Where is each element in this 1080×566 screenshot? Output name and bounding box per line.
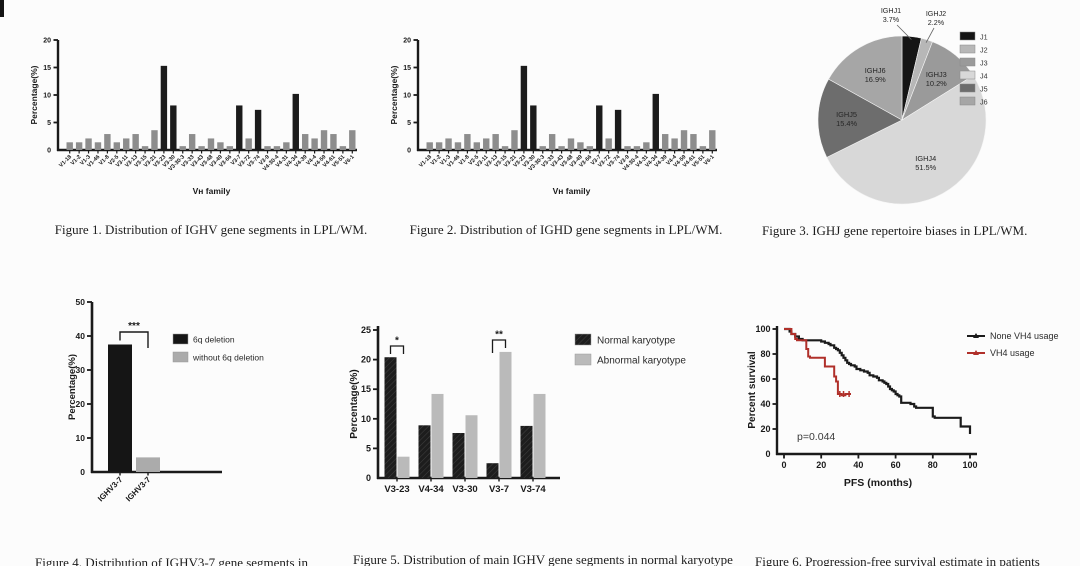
figure-2-caption: Figure 2. Distribution of IGHD gene segm… bbox=[409, 222, 723, 237]
svg-text:20: 20 bbox=[816, 460, 826, 470]
svg-text:PFS (months): PFS (months) bbox=[844, 477, 912, 489]
figure-4-caption-line1: Figure 4. Distribution of IGHV3-7 gene s… bbox=[35, 555, 308, 566]
svg-text:40: 40 bbox=[76, 331, 86, 341]
svg-text:IGHJ4: IGHJ4 bbox=[915, 154, 936, 163]
svg-text:**: ** bbox=[495, 330, 503, 341]
svg-text:J5: J5 bbox=[980, 85, 988, 94]
svg-text:40: 40 bbox=[853, 460, 863, 470]
svg-text:10: 10 bbox=[361, 414, 371, 424]
svg-text:20: 20 bbox=[43, 38, 51, 45]
svg-text:Vʜ family: Vʜ family bbox=[193, 186, 231, 196]
svg-text:50: 50 bbox=[76, 297, 86, 307]
svg-text:IGHJ1: IGHJ1 bbox=[881, 6, 901, 15]
svg-text:0: 0 bbox=[407, 148, 411, 155]
svg-text:60: 60 bbox=[891, 460, 901, 470]
svg-text:15: 15 bbox=[403, 65, 411, 72]
svg-text:*: * bbox=[395, 336, 399, 347]
svg-text:5: 5 bbox=[366, 443, 371, 453]
figure-1-caption: Figure 1. Distribution of IGHV gene segm… bbox=[54, 222, 368, 237]
svg-text:J4: J4 bbox=[980, 72, 988, 81]
svg-text:2.2%: 2.2% bbox=[928, 18, 945, 27]
svg-text:60: 60 bbox=[760, 374, 770, 384]
svg-text:V3-7: V3-7 bbox=[489, 484, 509, 495]
svg-text:15.4%: 15.4% bbox=[836, 119, 857, 128]
svg-text:IGHJ2: IGHJ2 bbox=[926, 9, 946, 18]
svg-text:30: 30 bbox=[76, 365, 86, 375]
svg-text:without 6q deletion: without 6q deletion bbox=[192, 353, 264, 363]
svg-text:20: 20 bbox=[361, 355, 371, 365]
svg-text:J2: J2 bbox=[980, 46, 988, 55]
svg-text:10.2%: 10.2% bbox=[926, 79, 947, 88]
svg-text:Vʜ family: Vʜ family bbox=[553, 186, 591, 196]
svg-text:0: 0 bbox=[765, 449, 770, 459]
figure-2-chart: 05101520V1-18V1-2V1-3V1-46V1-8V2-5V3-11V… bbox=[389, 38, 717, 196]
svg-text:VH4 usage: VH4 usage bbox=[990, 348, 1035, 358]
figure-3-caption: Figure 3. IGHJ gene repertoire biases in… bbox=[762, 223, 1028, 238]
svg-text:100: 100 bbox=[962, 460, 977, 470]
svg-text:J1: J1 bbox=[980, 33, 988, 42]
svg-text:***: *** bbox=[128, 321, 140, 332]
edge-artifact bbox=[0, 0, 4, 17]
svg-text:IGHJ5: IGHJ5 bbox=[836, 110, 857, 119]
svg-text:Percentage(%): Percentage(%) bbox=[67, 354, 78, 420]
svg-text:40: 40 bbox=[760, 399, 770, 409]
svg-text:10: 10 bbox=[403, 93, 411, 100]
figure-4-caption: Figure 4. Distribution of IGHV3-7 gene s… bbox=[35, 519, 375, 566]
svg-text:IGHV3-7: IGHV3-7 bbox=[96, 475, 125, 504]
svg-text:6q deletion: 6q deletion bbox=[193, 335, 235, 345]
svg-text:V6-1: V6-1 bbox=[703, 154, 716, 167]
svg-text:V4-34: V4-34 bbox=[418, 484, 444, 495]
svg-text:V3-30: V3-30 bbox=[452, 484, 477, 495]
figure-6-caption: Figure 6. Progression-free survival esti… bbox=[755, 518, 1080, 566]
svg-text:Abnormal karyotype: Abnormal karyotype bbox=[597, 356, 686, 367]
svg-text:J6: J6 bbox=[980, 98, 988, 107]
figure-6-chart: 0 20 40 60 80 100 0 20 40 60 80 100 None VH4 usage VH… bbox=[747, 324, 1059, 489]
figure-5-caption: Figure 5. Distribution of main IGHV gene… bbox=[353, 516, 753, 566]
svg-text:16.9%: 16.9% bbox=[865, 75, 886, 84]
svg-text:Percentage(%): Percentage(%) bbox=[389, 65, 399, 124]
svg-text:10: 10 bbox=[76, 433, 86, 443]
svg-text:Percent survival: Percent survival bbox=[747, 351, 758, 428]
svg-text:20: 20 bbox=[760, 424, 770, 434]
svg-text:20: 20 bbox=[403, 38, 411, 45]
svg-text:None VH4 usage: None VH4 usage bbox=[990, 331, 1059, 341]
svg-text:100: 100 bbox=[755, 324, 770, 334]
svg-text:Percentage(%): Percentage(%) bbox=[349, 369, 360, 438]
svg-text:V3-74: V3-74 bbox=[520, 484, 546, 495]
svg-text:10: 10 bbox=[43, 93, 51, 100]
svg-text:V6-1: V6-1 bbox=[343, 154, 356, 167]
svg-text:IGHJ3: IGHJ3 bbox=[926, 70, 947, 79]
svg-text:0: 0 bbox=[366, 473, 371, 483]
svg-text:0: 0 bbox=[781, 460, 786, 470]
svg-text:p=0.044: p=0.044 bbox=[797, 431, 835, 443]
svg-text:5: 5 bbox=[407, 120, 411, 127]
figure-5-caption-line1: Figure 5. Distribution of main IGHV gene… bbox=[353, 552, 733, 566]
svg-text:Percentage(%): Percentage(%) bbox=[29, 65, 39, 124]
svg-text:IGHJ6: IGHJ6 bbox=[865, 66, 886, 75]
svg-text:Normal karyotype: Normal karyotype bbox=[597, 336, 676, 347]
figure-6-caption-line1: Figure 6. Progression-free survival esti… bbox=[755, 554, 1040, 566]
svg-text:51.5%: 51.5% bbox=[915, 163, 936, 172]
svg-text:V3-23: V3-23 bbox=[384, 484, 409, 495]
svg-text:20: 20 bbox=[76, 399, 86, 409]
figure-1-chart: 05101520V1-18V1-2V1-3V1-46V1-8V2-5V3-11V… bbox=[29, 38, 357, 196]
svg-text:15: 15 bbox=[43, 65, 51, 72]
svg-text:0: 0 bbox=[47, 148, 51, 155]
svg-text:80: 80 bbox=[760, 349, 770, 359]
svg-text:80: 80 bbox=[928, 460, 938, 470]
svg-text:J3: J3 bbox=[980, 59, 988, 68]
svg-text:3.7%: 3.7% bbox=[883, 15, 900, 24]
svg-text:15: 15 bbox=[361, 384, 371, 394]
svg-text:25: 25 bbox=[361, 325, 371, 335]
svg-text:0: 0 bbox=[80, 467, 85, 477]
figure-4-chart: 0 10 20 30 40 50 IGHV3-7 IGHV3-7 *** 6q deletion w… bbox=[67, 297, 264, 504]
svg-text:5: 5 bbox=[47, 120, 51, 127]
svg-text:IGHV3-7: IGHV3-7 bbox=[124, 475, 153, 504]
